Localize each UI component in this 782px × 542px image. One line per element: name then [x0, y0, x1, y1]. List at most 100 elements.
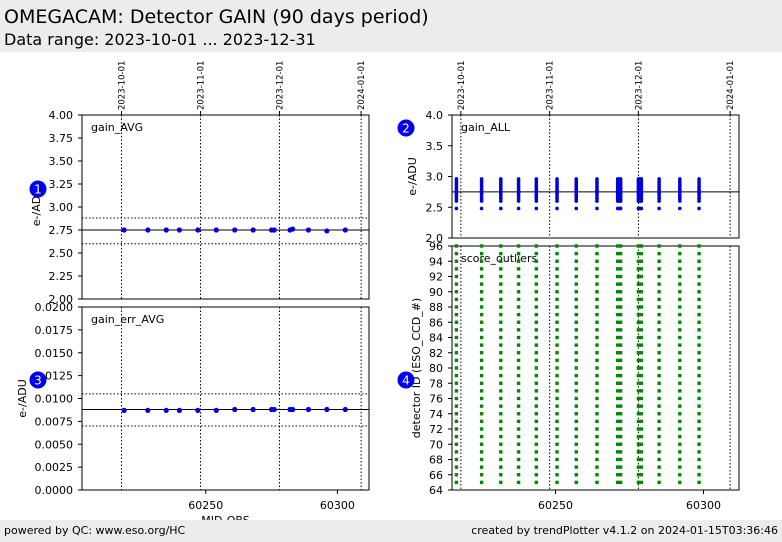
score-outliers-point [534, 282, 539, 286]
score-outliers-point [657, 465, 661, 469]
score-outliers-point [574, 434, 578, 439]
score-outliers-point [639, 282, 644, 286]
score-outliers-ytick-label: 84 [429, 332, 443, 345]
score-outliers-point [499, 450, 503, 454]
score-outliers-point [499, 480, 503, 485]
score-outliers-point [595, 381, 599, 385]
gain-err-avg-point [342, 406, 348, 413]
score-outliers-point [479, 244, 484, 248]
gain-err-avg-ytick-label: 0.0100 [35, 393, 74, 406]
score-outliers-point [454, 251, 459, 256]
score-outliers-point [615, 412, 620, 416]
gain-avg-point [163, 227, 169, 233]
score-outliers-point [657, 274, 661, 279]
score-outliers-point [636, 434, 641, 439]
score-outliers-point [678, 442, 682, 446]
score-outliers-point [454, 351, 459, 355]
score-outliers-point [618, 282, 623, 286]
score-outliers-point [499, 473, 503, 477]
score-outliers-point [479, 274, 484, 279]
gain-all-ylabel: e-/ADU [406, 157, 419, 196]
gain-avg-ytick-label: 2.50 [49, 247, 74, 260]
score-outliers-point [516, 465, 521, 469]
score-outliers-point [534, 320, 539, 324]
score-outliers-point [595, 343, 599, 347]
score-outliers-point [697, 381, 701, 385]
score-outliers-point [516, 473, 521, 477]
gain-err-avg-ytick-label: 0.0175 [35, 324, 74, 337]
score-outliers-point [697, 244, 701, 248]
score-outliers-point [534, 465, 539, 469]
score-outliers-point [678, 396, 682, 401]
score-outliers-point [618, 412, 623, 416]
score-outliers-point [479, 465, 484, 469]
score-outliers-point [595, 251, 599, 256]
score-outliers-point [479, 305, 484, 309]
score-outliers-point [678, 373, 682, 378]
score-outliers-point [595, 351, 599, 355]
score-outliers-point [595, 312, 599, 317]
score-outliers-point [479, 343, 484, 347]
gain-avg-ytick-label: 2.75 [49, 224, 74, 237]
score-outliers-point [555, 412, 559, 416]
gain-err-avg-point [305, 406, 312, 413]
score-outliers-point [454, 480, 459, 485]
score-outliers-point [697, 282, 701, 286]
gain-avg-date-label: 2024-01-01 [357, 61, 367, 110]
gain-err-avg-ytick-label: 0.0075 [35, 415, 74, 428]
score-outliers-point [555, 305, 559, 309]
score-outliers-point [454, 381, 459, 385]
gain-err-avg-point [213, 407, 219, 413]
score-outliers-point [534, 419, 539, 424]
score-outliers-point [479, 320, 484, 324]
score-outliers-point [574, 335, 578, 340]
score-outliers-point [618, 335, 623, 340]
score-outliers-point [639, 244, 644, 248]
score-outliers-point [555, 335, 559, 340]
score-outliers-point [697, 412, 701, 416]
score-outliers-point [615, 312, 620, 317]
score-outliers-xtick-label: 60300 [686, 499, 721, 512]
score-outliers-point [657, 320, 661, 324]
score-outliers-point [636, 442, 641, 446]
score-outliers-point [678, 312, 682, 317]
score-outliers-point [697, 457, 701, 462]
score-outliers-ytick-label: 88 [429, 301, 443, 314]
score-outliers-point [499, 404, 503, 408]
score-outliers-point [657, 419, 661, 424]
score-outliers-point [574, 442, 578, 446]
gain-all-marker-circle [397, 119, 415, 137]
gain-err-avg-point [324, 406, 330, 413]
score-outliers-point [678, 389, 682, 393]
score-outliers-point [534, 381, 539, 385]
score-outliers-point [657, 335, 661, 340]
score-outliers-point [595, 473, 599, 477]
gain-avg-marker-circle [29, 180, 47, 198]
score-outliers-point [639, 297, 644, 302]
x-axis-label: MJD-OBS [201, 514, 249, 520]
score-outliers-point [678, 427, 682, 431]
score-outliers-point [657, 282, 661, 286]
score-outliers-point [595, 457, 599, 462]
gain-all-point [639, 206, 644, 211]
score-outliers-point [697, 366, 701, 370]
score-outliers-point [516, 419, 521, 424]
gain-err-avg-point [121, 407, 127, 413]
score-outliers-point [454, 320, 459, 324]
score-outliers-ytick-label: 72 [429, 423, 443, 436]
score-outliers-point [479, 419, 484, 424]
score-outliers-point [615, 297, 620, 302]
score-outliers-point [534, 244, 539, 248]
score-outliers-point [618, 274, 623, 279]
score-outliers-point [479, 404, 484, 408]
score-outliers-point [574, 412, 578, 416]
score-outliers-point [618, 396, 623, 401]
score-outliers-point [574, 305, 578, 309]
score-outliers-point [516, 343, 521, 347]
score-outliers-point [534, 442, 539, 446]
score-outliers-point [618, 381, 623, 385]
score-outliers-point [636, 259, 641, 263]
score-outliers-point [657, 267, 661, 271]
score-outliers-point [499, 274, 503, 279]
gain-all-point [516, 177, 521, 181]
